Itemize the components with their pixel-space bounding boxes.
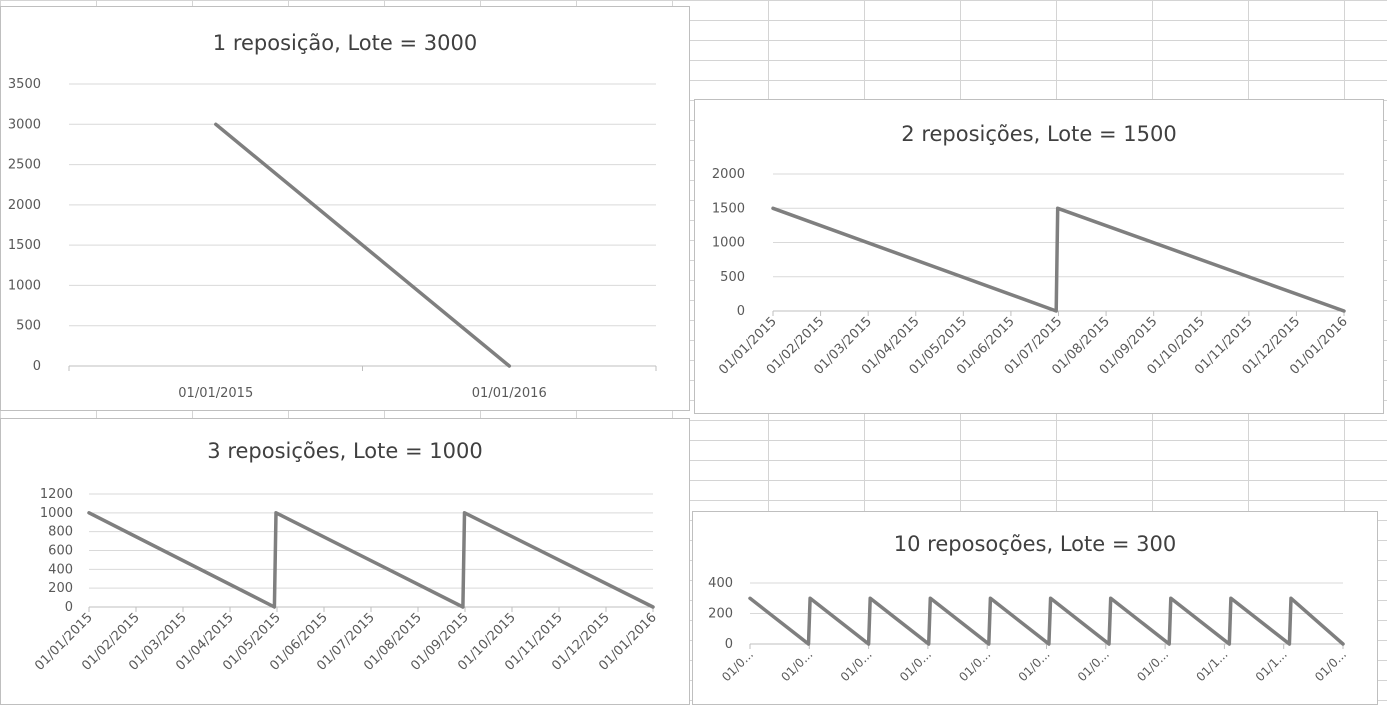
chart-title: 10 reposoções, Lote = 300 [893, 532, 1177, 556]
chart-plot: 0 200 400 01/0... 01/0... 01/0... 01/0... 01/0.… [708, 576, 1349, 684]
series-line [214, 122, 512, 368]
x-tick-label: 01/01/2015 [178, 386, 253, 401]
y-tick-label: 1000 [40, 506, 73, 521]
y-tick-label: 0 [65, 600, 73, 615]
chart-plot: 0 500 1000 1500 2000 2500 3000 3500 01/01/2015 01… [8, 77, 657, 401]
y-tick-label: 1500 [712, 201, 745, 216]
y-tick-label: 800 [48, 525, 73, 540]
chart-panel-1-reposicao: 1 reposição, Lote = 3000 0 500 1000 1500 200… [0, 6, 690, 411]
x-tick-label: 01/0... [956, 647, 993, 684]
chart-title: 1 reposição, Lote = 3000 [212, 31, 478, 55]
y-tick-label: 1000 [712, 236, 745, 251]
y-tick-label: 0 [33, 359, 41, 374]
y-tick-label: 2000 [712, 167, 745, 182]
y-tick-label: 400 [708, 576, 733, 591]
y-tick-label: 0 [737, 304, 745, 319]
chart-panel-10-reposocoes: 10 reposoções, Lote = 300 0 200 400 01/0...… [692, 511, 1378, 705]
y-tick-label: 1000 [8, 278, 41, 293]
y-tick-label: 2500 [8, 158, 41, 173]
series-line [87, 511, 655, 609]
x-tick-label: 01/1... [1193, 647, 1230, 684]
chart-plot: 02004006008001000120001/01/201501/02/201… [32, 487, 660, 674]
series-line [771, 206, 1346, 313]
x-tick-label: 01/0... [1134, 647, 1171, 684]
y-tick-label: 2000 [8, 198, 41, 213]
y-tick-label: 1500 [8, 238, 41, 253]
y-tick-label: 600 [48, 544, 73, 559]
x-tick-label: 01/0... [719, 647, 756, 684]
y-tick-label: 500 [720, 270, 745, 285]
x-tick-label: 01/0... [838, 647, 875, 684]
x-tick-label: 01/0... [778, 647, 815, 684]
x-tick-label: 01/1... [1253, 647, 1290, 684]
x-tick-label: 01/0... [1016, 647, 1053, 684]
chart-title: 2 reposições, Lote = 1500 [901, 122, 1177, 146]
x-tick-label: 01/01/2016 [472, 386, 547, 401]
chart-panel-2-reposicoes: 2 reposições, Lote = 1500 0 500 1000 1500 20… [694, 99, 1384, 414]
series-line [748, 596, 1345, 646]
y-tick-label: 500 [16, 319, 41, 334]
y-tick-label: 3000 [8, 117, 41, 132]
y-tick-label: 200 [708, 607, 733, 622]
y-tick-label: 3500 [8, 77, 41, 92]
x-tick-label: 01/0... [897, 647, 934, 684]
x-tick-label: 01/0... [1312, 647, 1349, 684]
chart-plot: 050010001500200001/01/201501/02/201501/0… [712, 167, 1351, 378]
chart-panel-3-reposicoes: 3 reposições, Lote = 1000 0 200 400 600 800 1… [0, 418, 690, 705]
y-tick-label: 1200 [40, 487, 73, 502]
y-tick-label: 400 [48, 562, 73, 577]
y-tick-label: 0 [725, 637, 733, 652]
chart-title: 3 reposições, Lote = 1000 [207, 439, 483, 463]
x-tick-label: 01/0... [1075, 647, 1112, 684]
y-tick-label: 200 [48, 581, 73, 596]
